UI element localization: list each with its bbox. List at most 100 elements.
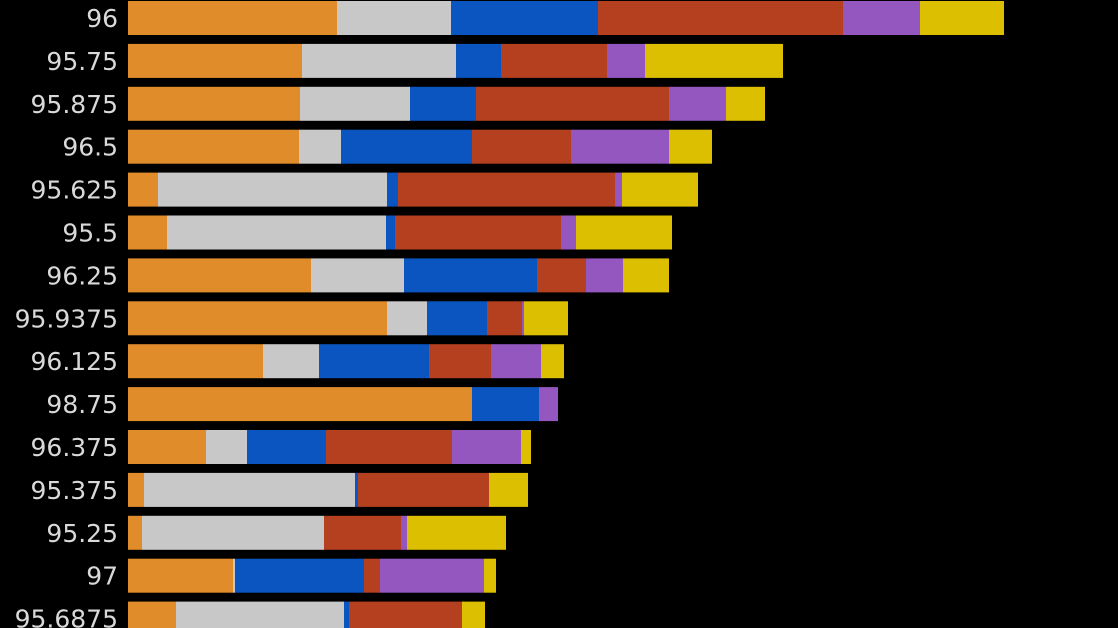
bar-segment	[561, 215, 576, 250]
category-label: 96.125	[31, 347, 118, 376]
bar-segment	[142, 515, 324, 550]
bar-segment	[324, 515, 401, 550]
bar-segment	[263, 344, 319, 379]
category-label: 97	[86, 562, 118, 591]
bar-segment	[484, 558, 496, 593]
bar-segment	[387, 301, 427, 336]
bar-segment	[128, 344, 263, 379]
bar-segment	[128, 387, 472, 422]
bar-segment	[128, 129, 299, 164]
bar-segment	[522, 301, 524, 336]
bar-segment	[299, 129, 341, 164]
bar-segment	[491, 344, 541, 379]
bar-segment	[615, 172, 622, 207]
bar-segment	[843, 1, 920, 35]
bar-segment	[407, 515, 506, 550]
bar-segment	[326, 430, 452, 464]
bar-segment	[364, 558, 380, 593]
bar-segment	[128, 86, 300, 121]
bar-segment	[206, 430, 247, 464]
bar-segment	[128, 258, 311, 293]
bar-segment	[176, 601, 344, 628]
bar-segment	[404, 258, 537, 293]
bar-segment	[302, 43, 456, 78]
bar-segment	[235, 558, 364, 593]
bar-segment	[341, 129, 472, 164]
bar-segment	[669, 129, 712, 164]
bar-segment	[380, 558, 484, 593]
bar-segment	[622, 172, 698, 207]
category-label: 96.5	[62, 133, 118, 162]
category-label: 98.75	[46, 390, 118, 419]
category-label: 95.6875	[15, 605, 118, 628]
bar-segment	[128, 472, 144, 507]
bar-segment	[128, 215, 167, 250]
bar-segment	[128, 301, 387, 336]
bar-segment	[158, 172, 387, 207]
bar-segment	[598, 1, 843, 35]
bar-segment	[128, 430, 206, 464]
bar-segment	[501, 43, 607, 78]
category-label: 95.75	[46, 47, 118, 76]
bar-segment	[398, 172, 615, 207]
bar-segment	[395, 215, 561, 250]
category-label: 96	[86, 4, 118, 33]
bar-segment	[462, 601, 485, 628]
bar-segment	[645, 43, 783, 78]
bar-segment	[472, 387, 539, 422]
bar-segment	[452, 430, 521, 464]
category-label: 95.9375	[15, 304, 118, 333]
bar-segment	[451, 1, 598, 35]
bar-segment	[300, 86, 410, 121]
category-label: 95.625	[31, 176, 118, 205]
bar-segment	[472, 129, 571, 164]
bar-segment	[128, 601, 176, 628]
bar-segment	[521, 430, 531, 464]
bar-segment	[387, 172, 398, 207]
bar-segment	[539, 387, 558, 422]
bar-segment	[607, 43, 645, 78]
bar-segment	[623, 258, 669, 293]
bar-segment	[358, 472, 489, 507]
bar-segment	[410, 86, 476, 121]
bar-segment	[586, 258, 623, 293]
bar-segment	[144, 472, 355, 507]
bar-segment	[429, 344, 491, 379]
bar-segment	[344, 601, 349, 628]
bar-segment	[349, 601, 462, 628]
category-label: 96.25	[46, 261, 118, 290]
bar-segment	[128, 558, 233, 593]
bar-segment	[669, 86, 726, 121]
bar-segment	[524, 301, 568, 336]
bar-segment	[167, 215, 386, 250]
bar-segment	[571, 129, 669, 164]
bar-segment	[487, 301, 522, 336]
category-label: 95.25	[46, 519, 118, 548]
bar-segment	[233, 558, 235, 593]
bar-segment	[386, 215, 395, 250]
bar-segment	[247, 430, 326, 464]
bar-segment	[128, 172, 158, 207]
bar-segment	[476, 86, 669, 121]
bar-segment	[128, 515, 142, 550]
category-labels: 96 95.75 95.875 96.5 95.625 95.5 96.25 95.9375 9…	[15, 4, 118, 628]
category-label: 95.5	[62, 219, 118, 248]
bars	[128, 1, 1004, 628]
bar-segment	[311, 258, 404, 293]
bar-segment	[537, 258, 586, 293]
bar-segment	[920, 1, 1004, 35]
bar-segment	[541, 344, 564, 379]
bar-segment	[427, 301, 487, 336]
category-label: 95.875	[31, 90, 118, 119]
bar-segment	[489, 472, 528, 507]
bar-segment	[401, 515, 407, 550]
bar-segment	[128, 43, 302, 78]
bar-segment	[337, 1, 451, 35]
bar-segment	[576, 215, 672, 250]
category-label: 96.375	[31, 433, 118, 462]
category-label: 95.375	[31, 476, 118, 505]
bar-segment	[128, 1, 337, 35]
bar-segment	[456, 43, 501, 78]
bar-segment	[355, 472, 358, 507]
